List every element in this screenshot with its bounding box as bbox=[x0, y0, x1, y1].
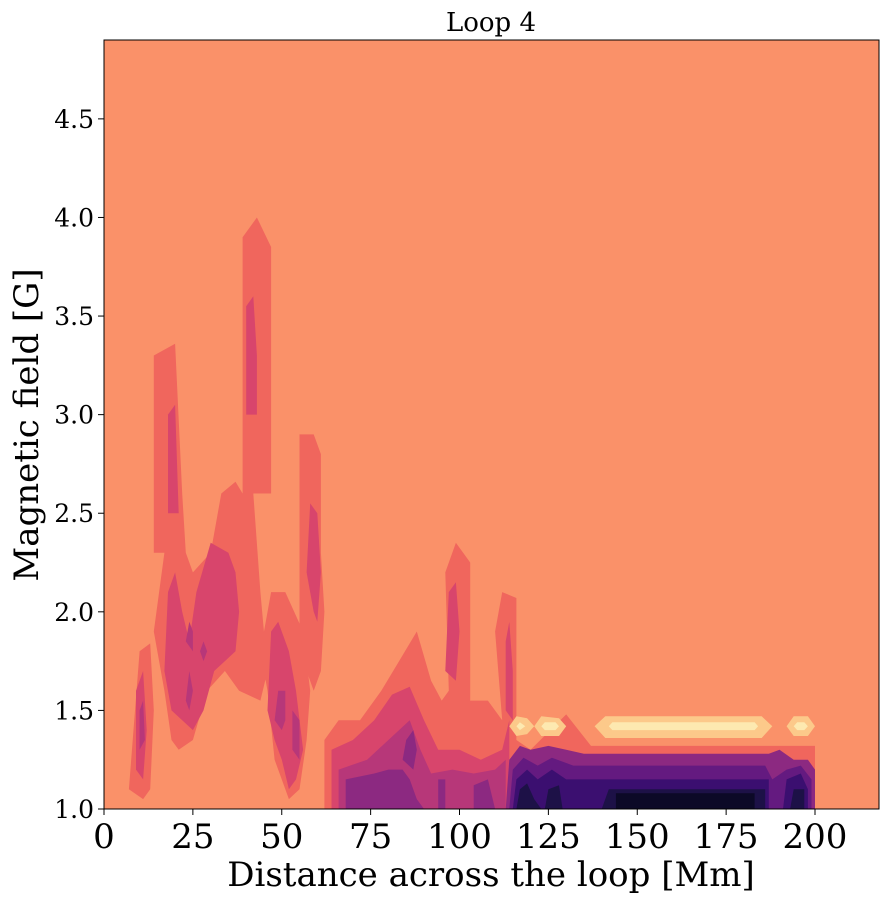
x-tick-label: 200 bbox=[783, 817, 848, 857]
y-tick-label: 2.0 bbox=[54, 598, 94, 627]
contour-region-h2-40 bbox=[608, 722, 759, 731]
contour-region-l4-23 bbox=[438, 779, 446, 809]
y-tick-label: 4.5 bbox=[54, 105, 94, 134]
contour-region-l2-7 bbox=[164, 542, 240, 731]
y-tick-label: 2.5 bbox=[54, 499, 94, 528]
contour-region-l7-30 bbox=[544, 785, 563, 809]
contour-region-l3-15 bbox=[185, 621, 193, 652]
plot-frame bbox=[103, 39, 880, 810]
contour-region-l1-4 bbox=[324, 542, 815, 809]
y-tick-label: 1.0 bbox=[54, 795, 94, 824]
contour-region-l2-12 bbox=[445, 582, 460, 681]
contour-region-l7-29 bbox=[516, 783, 542, 809]
contour-region-l3-18 bbox=[274, 690, 286, 731]
x-tick-label: 25 bbox=[171, 817, 214, 857]
contour-region-l2-6 bbox=[168, 404, 179, 514]
chart-title: Loop 4 bbox=[446, 8, 536, 38]
plot-background bbox=[104, 40, 879, 809]
x-tick-label: 75 bbox=[349, 817, 392, 857]
contour-region-l2-8 bbox=[246, 296, 257, 415]
x-tick-label: 100 bbox=[427, 817, 492, 857]
contour-region-l2-10 bbox=[306, 503, 321, 622]
x-tick-label: 175 bbox=[694, 817, 759, 857]
contour-region-h2-38 bbox=[516, 722, 526, 731]
y-axis-ticks: 1.0 1.5 2.0 2.5 3.0 3.5 4.0 4.5 bbox=[54, 105, 104, 824]
contour-regions bbox=[128, 217, 815, 809]
contour-region-l3-14 bbox=[139, 700, 145, 750]
contour-region-l4-21 bbox=[345, 769, 424, 809]
contour-region-h2-39 bbox=[541, 722, 559, 731]
y-tick-label: 1.5 bbox=[54, 696, 94, 725]
y-tick-label: 4.0 bbox=[54, 203, 94, 232]
contour-region-h2-41 bbox=[793, 722, 808, 731]
contour-region-l4-24 bbox=[473, 779, 496, 809]
contour-region-l3-17 bbox=[185, 671, 193, 711]
contour-region-l3-19 bbox=[292, 710, 300, 760]
contour-region-l7-32 bbox=[790, 789, 805, 809]
y-axis-label: Magnetic field [G] bbox=[7, 268, 47, 581]
contour-region-l2-13 bbox=[505, 621, 513, 721]
y-tick-label: 3.5 bbox=[54, 302, 94, 331]
x-axis-label: Distance across the loop [Mm] bbox=[227, 855, 755, 895]
x-tick-label: 50 bbox=[260, 817, 303, 857]
x-axis-ticks: 0 25 50 75 100 125 150 175 200 bbox=[93, 809, 847, 857]
x-tick-label: 150 bbox=[605, 817, 670, 857]
y-tick-label: 3.0 bbox=[54, 401, 94, 430]
contour-region-l8-33 bbox=[615, 793, 755, 809]
contour-region-l4-22 bbox=[402, 730, 417, 770]
x-tick-label: 0 bbox=[93, 817, 115, 857]
contour-region-l3-16 bbox=[200, 641, 208, 662]
x-tick-label: 125 bbox=[516, 817, 581, 857]
